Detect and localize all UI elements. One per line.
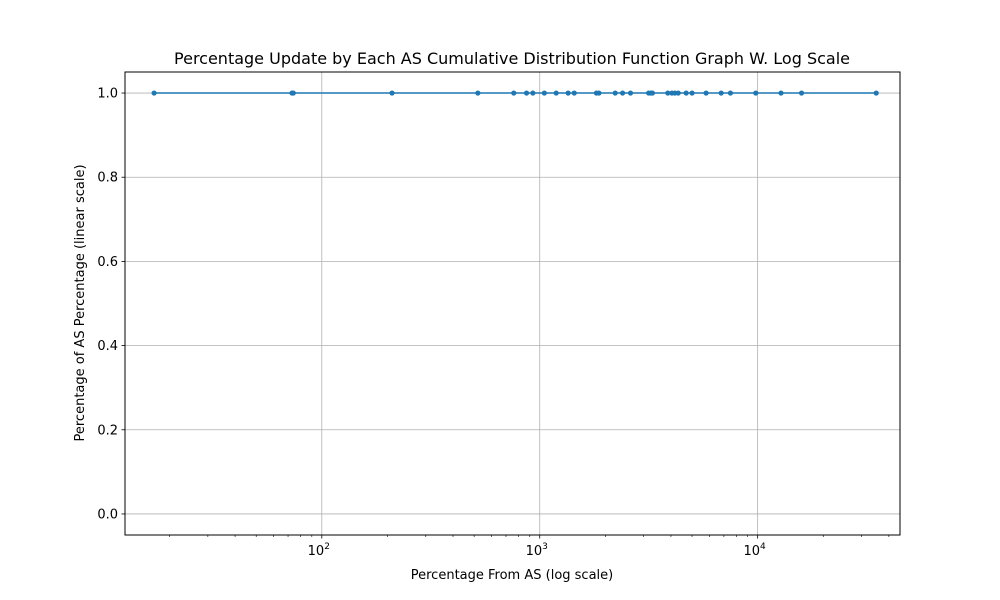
x-axis-label: Percentage From AS (log scale) [411,568,613,583]
x-tick-label: 104 [744,542,767,559]
data-point [553,90,559,96]
axis-ticks: 0.0 0.2 0.4 0.6 0.8 1.0 102 103 104 [97,87,890,559]
data-point [683,90,689,96]
y-tick-label: 0.4 [97,339,118,354]
data-point [612,90,618,96]
data-point [571,90,577,96]
y-tick-label: 0.8 [97,171,118,186]
y-axis-label: Percentage of AS Percentage (linear scal… [73,164,88,441]
data-point [541,90,547,96]
data-point [565,90,571,96]
data-point [703,90,709,96]
x-tick-label: 103 [526,542,548,559]
chart-title: Percentage Update by Each AS Cumulative … [174,49,850,68]
data-point [665,90,671,96]
data-point [530,90,536,96]
data-point [753,90,759,96]
y-tick-label: 0.6 [97,255,118,270]
x-tick-label: 102 [308,542,330,559]
data-point [619,90,626,96]
y-tick-label: 0.2 [97,423,118,438]
data-point [649,90,656,96]
y-tick-label: 0.0 [97,507,118,522]
data-point [596,90,602,96]
data-point [718,90,724,96]
data-series [151,90,879,96]
data-point [523,90,530,96]
data-point [511,90,517,96]
data-point [873,90,879,96]
data-point [675,90,681,96]
data-point [689,90,695,96]
data-point [475,90,481,96]
data-point [151,90,157,96]
data-point [627,90,634,96]
data-point [727,90,734,96]
data-point [290,90,296,96]
data-point [778,90,784,96]
data-point [798,90,805,96]
plot-frame [124,71,901,536]
y-tick-label: 1.0 [97,87,118,102]
data-point [389,90,395,96]
